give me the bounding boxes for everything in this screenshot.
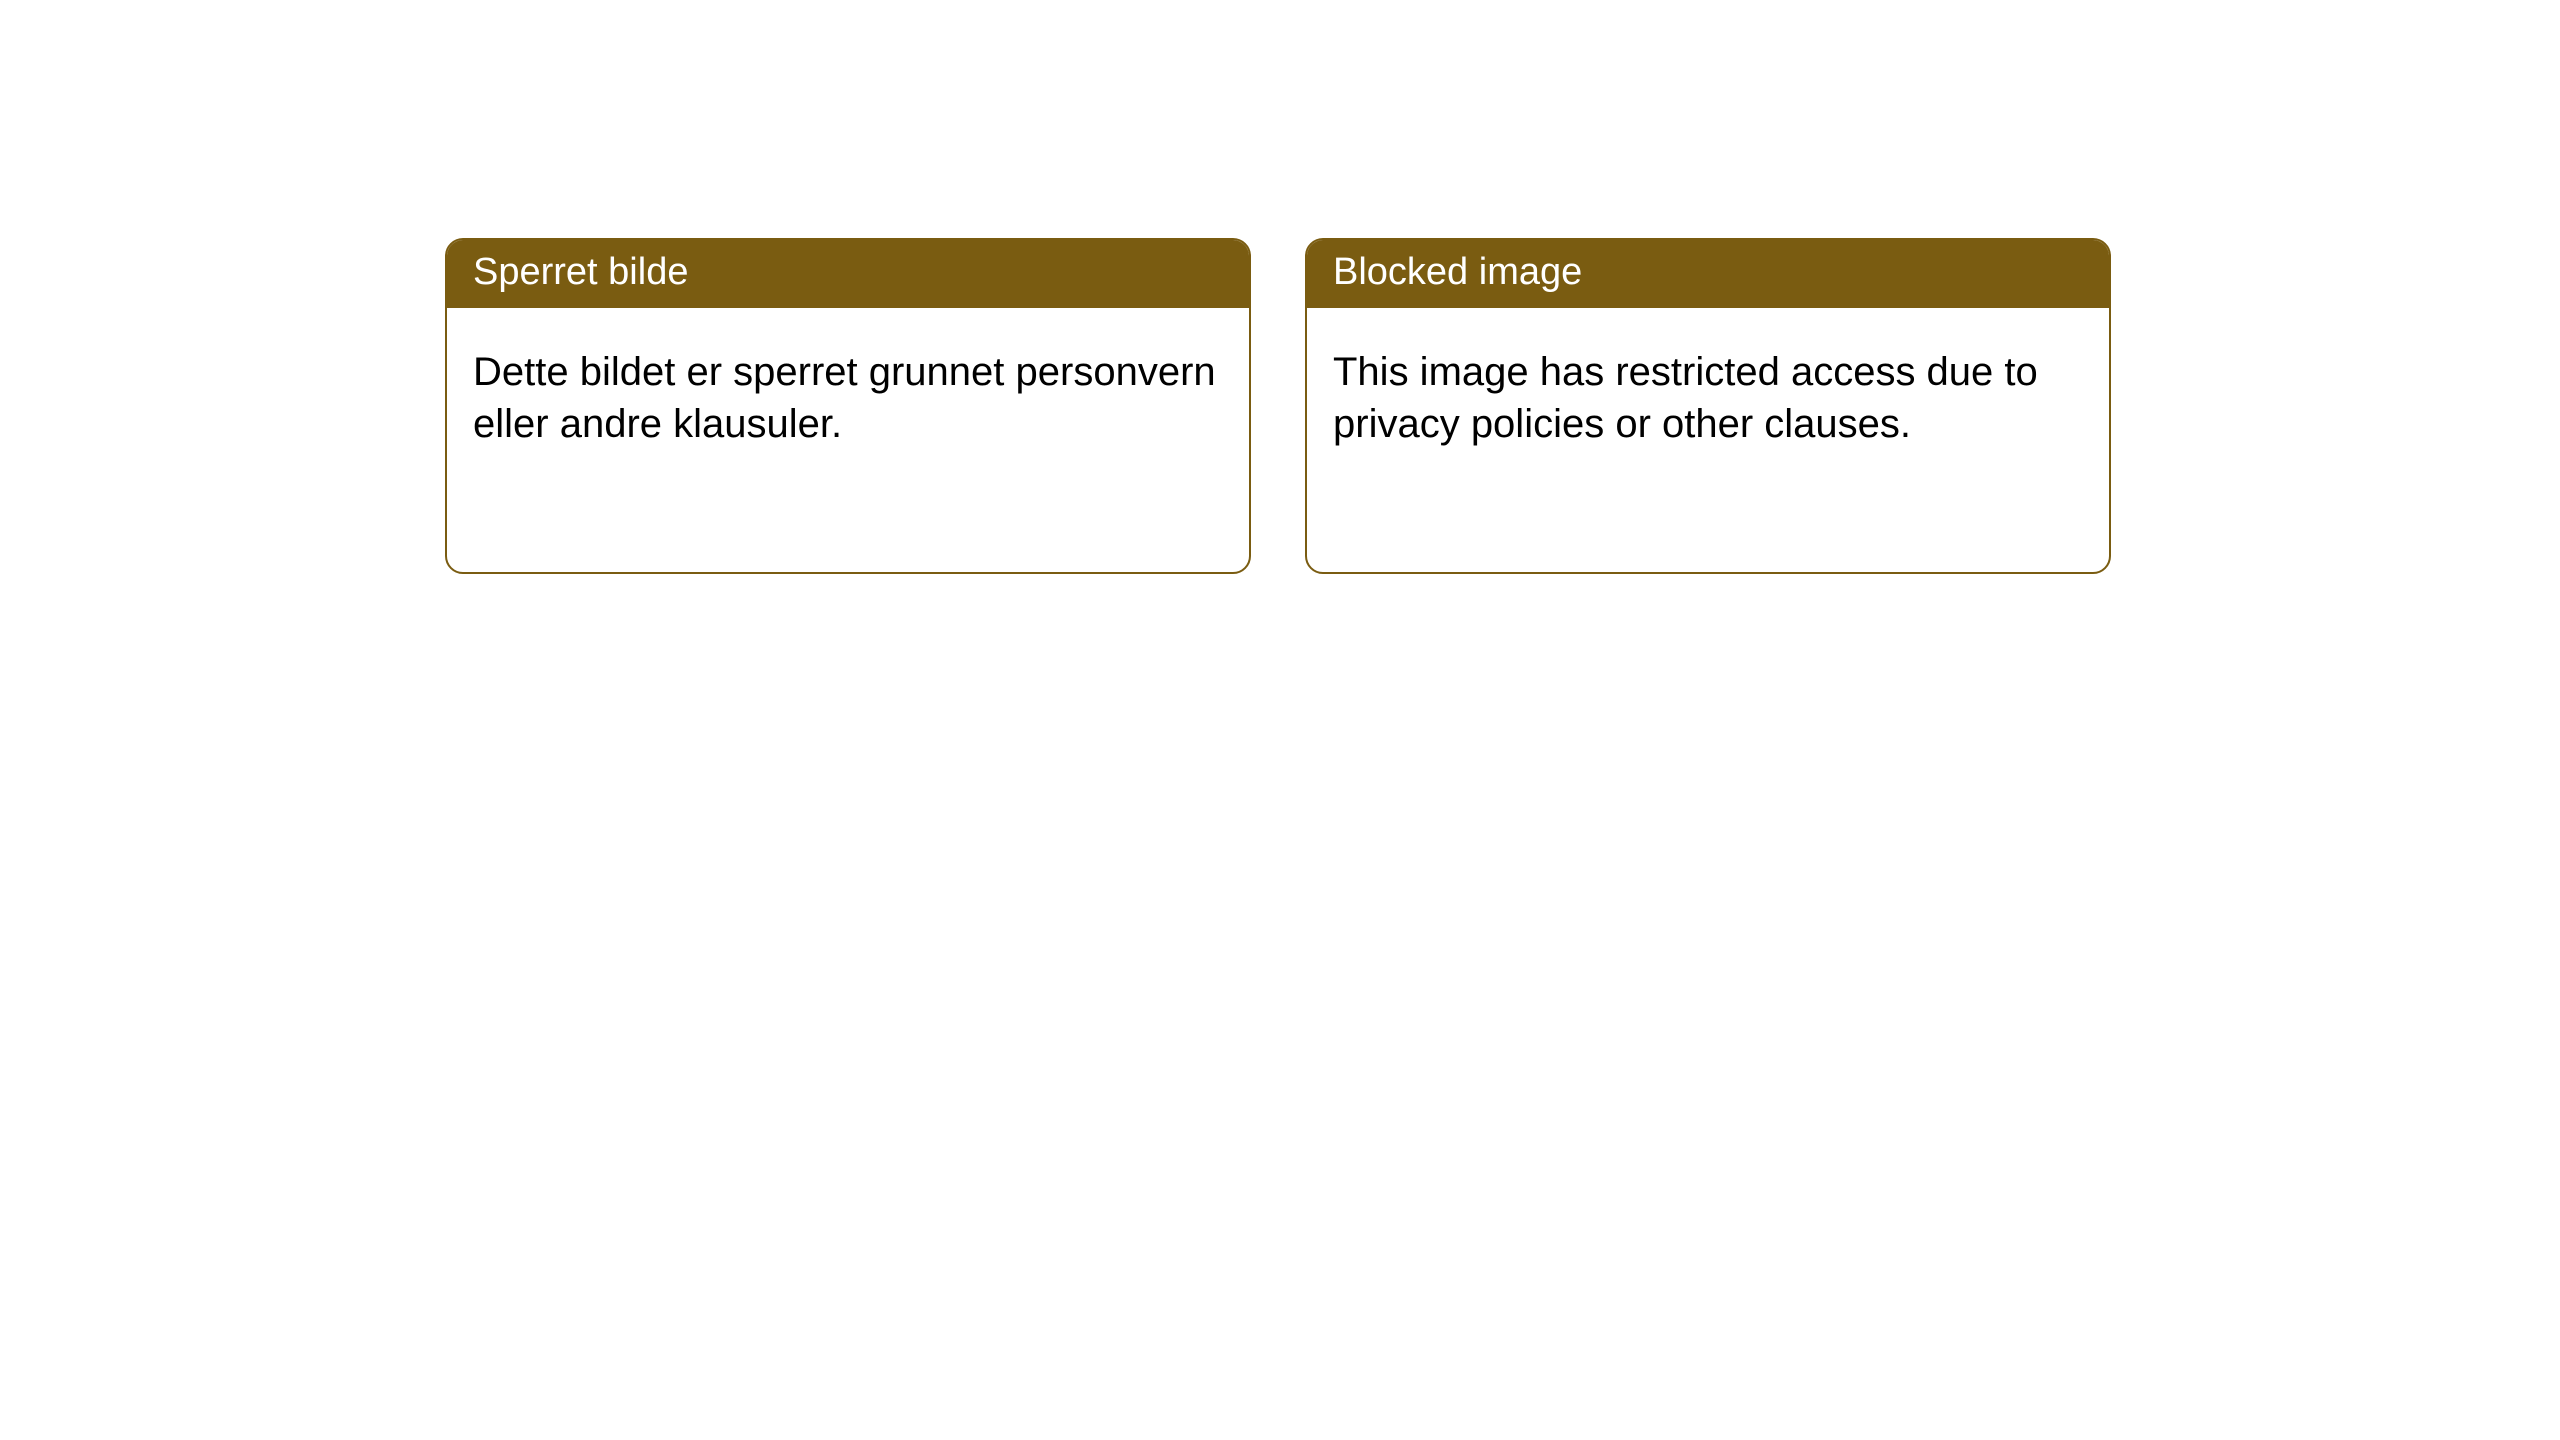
notice-card-norwegian: Sperret bilde Dette bildet er sperret gr… [445,238,1251,574]
card-body: Dette bildet er sperret grunnet personve… [447,308,1249,478]
card-message: Dette bildet er sperret grunnet personve… [473,350,1216,447]
card-header: Blocked image [1307,240,2109,308]
notice-container: Sperret bilde Dette bildet er sperret gr… [0,0,2560,574]
card-header: Sperret bilde [447,240,1249,308]
card-title: Blocked image [1333,251,1582,293]
card-message: This image has restricted access due to … [1333,350,2038,447]
notice-card-english: Blocked image This image has restricted … [1305,238,2111,574]
card-body: This image has restricted access due to … [1307,308,2109,478]
card-title: Sperret bilde [473,251,688,293]
